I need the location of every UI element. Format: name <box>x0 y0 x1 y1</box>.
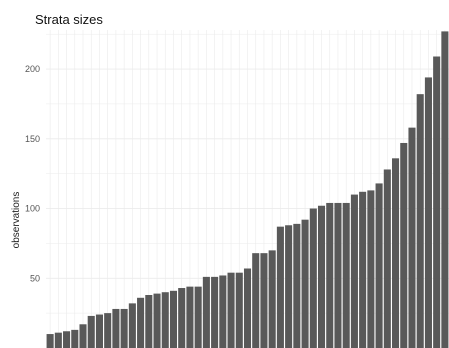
bar <box>46 334 54 348</box>
bar <box>243 268 252 348</box>
y-tick-label: 100 <box>25 204 40 214</box>
bar <box>392 158 400 348</box>
bar <box>112 308 120 348</box>
bar <box>359 191 367 348</box>
y-axis: 50 100 150 200 <box>25 64 40 283</box>
bar <box>219 275 227 348</box>
bar <box>400 142 408 348</box>
bar <box>120 308 128 348</box>
bar <box>54 332 62 348</box>
bar <box>350 194 358 348</box>
bar <box>71 329 79 348</box>
bar <box>342 202 350 348</box>
bar <box>309 208 317 348</box>
bar <box>169 290 178 348</box>
bar <box>268 250 276 348</box>
bar <box>433 56 441 348</box>
y-tick-label: 200 <box>25 64 40 74</box>
y-tick-label: 50 <box>30 273 40 283</box>
bar <box>367 190 375 348</box>
bar <box>211 276 219 348</box>
bar <box>87 315 95 348</box>
bar <box>293 223 301 348</box>
bar <box>285 225 293 348</box>
bar <box>326 202 334 348</box>
bar <box>145 295 153 348</box>
bar <box>334 202 342 348</box>
bar <box>408 127 416 348</box>
bar <box>235 272 243 348</box>
bar <box>194 286 202 348</box>
bar <box>301 219 309 348</box>
bar <box>416 94 424 348</box>
bar <box>317 205 326 348</box>
y-tick-label: 150 <box>25 134 40 144</box>
bar <box>95 314 103 348</box>
bar <box>424 77 432 348</box>
bar <box>153 293 161 348</box>
bar <box>227 272 235 348</box>
bar <box>383 169 391 348</box>
bar <box>260 253 268 348</box>
bar <box>375 183 383 348</box>
bar <box>252 253 260 348</box>
bar <box>128 303 136 348</box>
bar <box>104 313 112 348</box>
bars <box>46 31 449 348</box>
bar <box>276 226 284 348</box>
bar <box>178 288 186 348</box>
bar <box>202 276 210 348</box>
bar <box>63 331 71 348</box>
bar <box>137 297 145 348</box>
bar <box>186 286 194 348</box>
bar <box>441 31 449 348</box>
chart-title: Strata sizes <box>35 12 103 27</box>
y-axis-label: observations <box>11 192 22 249</box>
bar <box>79 324 87 348</box>
bar <box>161 292 169 348</box>
